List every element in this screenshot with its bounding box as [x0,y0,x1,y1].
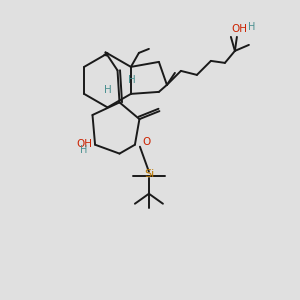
Text: H: H [103,85,111,95]
Text: H: H [80,145,88,155]
Text: OH: OH [76,139,92,149]
Text: OH: OH [231,24,247,34]
Text: O: O [142,137,150,147]
Text: Si: Si [144,169,154,179]
Text: H: H [248,22,256,32]
Text: H: H [128,75,135,85]
